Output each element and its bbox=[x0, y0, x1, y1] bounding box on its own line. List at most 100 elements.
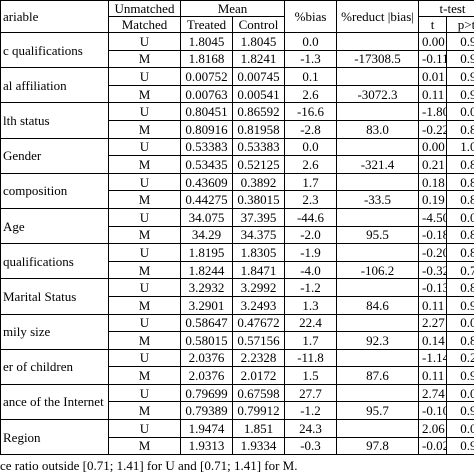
data-cell: -321.4 bbox=[336, 155, 420, 174]
data-cell: -44.6 bbox=[284, 207, 338, 227]
data-cell: U bbox=[108, 278, 181, 297]
header-cell: p>t bbox=[446, 16, 474, 33]
data-cell: 2.06 bbox=[418, 419, 448, 438]
data-cell: 34.375 bbox=[231, 225, 286, 245]
data-cell: 24.3 bbox=[284, 419, 338, 438]
header-cell: Control bbox=[231, 16, 286, 33]
data-cell: M bbox=[108, 331, 181, 350]
data-cell: 0.81958 bbox=[231, 119, 286, 139]
data-cell: 0.91 bbox=[446, 295, 474, 315]
data-cell: 2.74 bbox=[418, 383, 448, 403]
data-cell: -0.02 bbox=[418, 436, 448, 456]
data-cell: 1.8045 bbox=[231, 32, 286, 51]
data-cell: 3.2901 bbox=[180, 295, 233, 315]
data-cell: 0.79389 bbox=[180, 401, 233, 421]
data-cell: 2.27 bbox=[418, 313, 448, 333]
data-cell: M bbox=[108, 84, 181, 104]
data-cell: 95.5 bbox=[336, 225, 420, 245]
data-cell: 0.43609 bbox=[180, 172, 233, 192]
data-cell: 0.91 bbox=[446, 366, 474, 385]
data-cell: 0.00745 bbox=[231, 67, 286, 86]
data-cell: -0.20 bbox=[418, 243, 448, 262]
data-cell: 0.58647 bbox=[180, 313, 233, 333]
data-cell: 1.5 bbox=[284, 366, 338, 385]
data-cell: 0.18 bbox=[418, 172, 448, 192]
data-cell: 2.0172 bbox=[231, 366, 286, 385]
data-cell: -11.8 bbox=[284, 348, 338, 368]
data-cell: -0.18 bbox=[418, 225, 448, 245]
data-cell: 0.80451 bbox=[180, 102, 233, 121]
data-cell: -16.6 bbox=[284, 102, 338, 121]
data-cell: 97.8 bbox=[336, 436, 420, 456]
data-cell: 0.14 bbox=[418, 331, 448, 350]
data-cell: 0.00752 bbox=[180, 67, 233, 86]
data-cell: M bbox=[108, 155, 181, 174]
variable-cell: mily size bbox=[0, 313, 109, 350]
data-cell: 0.07 bbox=[446, 102, 474, 121]
data-cell bbox=[336, 348, 420, 368]
data-cell: 0.58015 bbox=[180, 331, 233, 350]
data-cell: -2.8 bbox=[284, 119, 338, 139]
data-cell: 0.52125 bbox=[231, 155, 286, 174]
variable-cell: Gender bbox=[0, 137, 109, 174]
data-cell: 2.3 bbox=[284, 190, 338, 209]
data-cell: 87.6 bbox=[336, 366, 420, 385]
data-cell: 0.00 bbox=[446, 383, 474, 403]
header-cell: Treated bbox=[180, 16, 233, 33]
data-cell: 2.6 bbox=[284, 84, 338, 104]
data-cell: 1.8241 bbox=[231, 49, 286, 69]
data-cell: 0.21 bbox=[418, 155, 448, 174]
data-cell: 1.9474 bbox=[180, 419, 233, 438]
data-cell: -1.3 bbox=[284, 49, 338, 69]
data-cell: 0.86592 bbox=[231, 102, 286, 121]
data-cell bbox=[336, 278, 420, 297]
balance-table: ariable Unmatched Mean %bias %reduct |bias| t… bbox=[0, 0, 474, 456]
data-cell: 1.3 bbox=[284, 295, 338, 315]
data-cell: 0.00 bbox=[418, 137, 448, 157]
data-cell: -17308.5 bbox=[336, 49, 420, 69]
data-cell: 0.00 bbox=[446, 207, 474, 227]
data-cell: U bbox=[108, 102, 181, 121]
data-cell: 0.38015 bbox=[231, 190, 286, 209]
data-cell: 0.85 bbox=[446, 225, 474, 245]
data-cell: 0.67598 bbox=[231, 383, 286, 403]
data-cell bbox=[336, 67, 420, 86]
data-cell: -0.13 bbox=[418, 278, 448, 297]
data-cell: U bbox=[108, 67, 181, 86]
data-cell: 0.1 bbox=[284, 67, 338, 86]
data-cell bbox=[336, 32, 420, 51]
data-cell: 2.6 bbox=[284, 155, 338, 174]
variable-cell: c qualifications bbox=[0, 31, 109, 69]
data-cell: -0.3 bbox=[284, 436, 338, 456]
data-cell: -0.32 bbox=[418, 260, 448, 280]
data-cell bbox=[336, 383, 420, 403]
data-cell: 0.83 bbox=[446, 155, 474, 174]
data-cell: 0.99 bbox=[446, 32, 474, 51]
footnote: ce ratio outside [0.71; 1.41] for U and … bbox=[0, 458, 298, 473]
header-cell: t-test bbox=[418, 0, 474, 17]
data-cell: 95.7 bbox=[336, 401, 420, 421]
data-cell: -1.80 bbox=[418, 102, 448, 121]
data-cell: 0.99 bbox=[446, 67, 474, 86]
data-cell: U bbox=[108, 383, 181, 403]
table-row: ance of the Internet U 0.79699 0.67598 27.7 2… bbox=[0, 383, 474, 421]
data-cell: 3.2932 bbox=[180, 278, 233, 297]
data-cell bbox=[336, 137, 420, 157]
data-cell: U bbox=[108, 172, 181, 192]
data-cell: 1.8305 bbox=[231, 243, 286, 262]
data-cell: -1.2 bbox=[284, 278, 338, 297]
data-cell: 0.79912 bbox=[231, 401, 286, 421]
data-cell: 1.8471 bbox=[231, 260, 286, 280]
data-cell bbox=[336, 243, 420, 262]
data-cell: 0.91 bbox=[446, 84, 474, 104]
data-cell: -3072.3 bbox=[336, 84, 420, 104]
data-cell: 3.2493 bbox=[231, 295, 286, 315]
